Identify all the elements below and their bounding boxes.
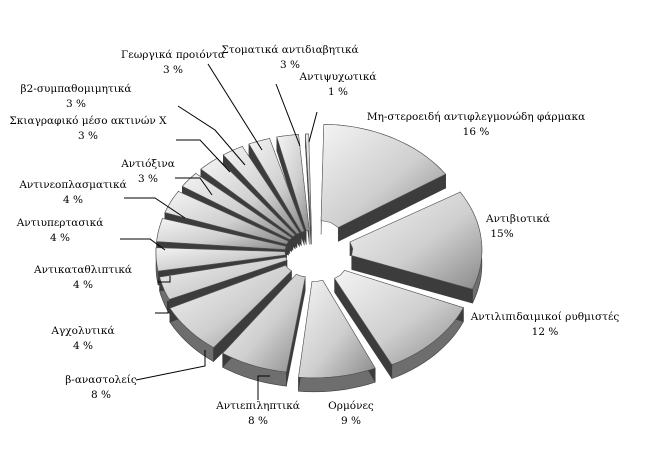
slice-value-label: 3 %	[78, 130, 98, 142]
slice-value-label: 8 %	[91, 389, 111, 401]
slice-value-label: 3 %	[66, 98, 86, 110]
slice-label: Αντινεοπλασματικά	[18, 179, 126, 191]
slice-value-label: 4 %	[73, 340, 93, 352]
slice-label: Στοματικά αντιδιαβητικά	[221, 44, 358, 56]
slice-value-label: 16 %	[463, 126, 490, 138]
pie-slice	[222, 273, 306, 373]
leader-line	[158, 276, 171, 283]
slice-value-label: 9 %	[341, 415, 361, 427]
pie-slice	[305, 133, 312, 231]
slice-label: Αντιόξινα	[120, 158, 175, 170]
pie-slice	[320, 123, 447, 228]
pie-slice	[156, 218, 287, 250]
pie-slice	[155, 247, 286, 272]
slice-label: Αντιβιοτικά	[485, 213, 550, 225]
slice-value-label: 8 %	[248, 415, 268, 427]
slice-value-label: 15%	[490, 228, 513, 240]
leader-line	[275, 83, 301, 147]
pie-slice	[248, 138, 305, 233]
slice-value-label: 1 %	[328, 86, 348, 98]
slice-value-label: 4 %	[50, 232, 70, 244]
leader-line	[177, 105, 246, 166]
pie-slice	[159, 256, 288, 300]
pie-slice	[169, 264, 293, 348]
leader-line	[135, 350, 206, 381]
slice-value-label: 12 %	[532, 326, 559, 338]
pie-slice	[276, 134, 310, 232]
slice-value-label: 3 %	[280, 59, 300, 71]
leader-line	[124, 197, 186, 219]
leader-line	[120, 238, 166, 251]
slice-label: Αντιλιπιδαιμικοί ρυθμιστές	[470, 310, 620, 323]
slice-value-label: 4 %	[63, 194, 83, 206]
leader-line	[176, 139, 231, 173]
leader-line	[155, 301, 169, 314]
slice-label: β-αναστολείς	[65, 373, 137, 386]
pie-slice	[164, 191, 290, 245]
pie-slice	[334, 270, 464, 365]
slice-label: Αντιψυχωτικά	[298, 71, 376, 83]
pie-slice	[298, 279, 376, 379]
leader-line	[257, 375, 270, 400]
slice-label: Αντιυπερτασικά	[16, 217, 104, 229]
slice-label: Μη-στεροειδή αντιφλεγμονώδη φάρμακα	[367, 110, 585, 123]
slice-value-label: 4 %	[73, 279, 93, 291]
slice-label: Ορμόνες	[328, 400, 374, 412]
slice-value-label: 3 %	[138, 173, 158, 185]
pie-slice	[349, 191, 483, 290]
slice-value-label: 3 %	[163, 64, 183, 76]
slice-label: β2-συμπαθομιμητικά	[21, 83, 132, 95]
slice-label: Αντικαταθλιπτικά	[33, 264, 132, 276]
pie-slice	[181, 173, 293, 240]
slice-label: Σκιαγραφικό μέσο ακτινών Χ	[9, 115, 167, 127]
leader-line	[308, 111, 318, 143]
slice-label: Γεωργικά προιόντα	[121, 49, 225, 61]
slice-label: Αγχολυτικά	[50, 325, 114, 337]
pie-slice	[222, 146, 301, 235]
slice-label: Αντιεπιληπτικά	[215, 400, 300, 412]
leader-line	[175, 177, 213, 196]
leader-line	[207, 63, 263, 151]
